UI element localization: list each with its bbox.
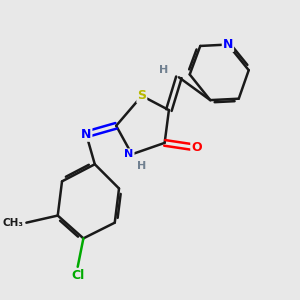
Text: H: H [137,161,146,171]
Text: H: H [159,65,168,75]
Text: N: N [81,128,92,141]
Text: Cl: Cl [71,269,84,282]
Text: N: N [223,38,233,51]
Text: H: H [137,161,146,171]
Text: CH₃: CH₃ [2,218,23,228]
Text: O: O [191,141,202,154]
Text: S: S [137,89,146,102]
Text: N: N [124,149,134,159]
